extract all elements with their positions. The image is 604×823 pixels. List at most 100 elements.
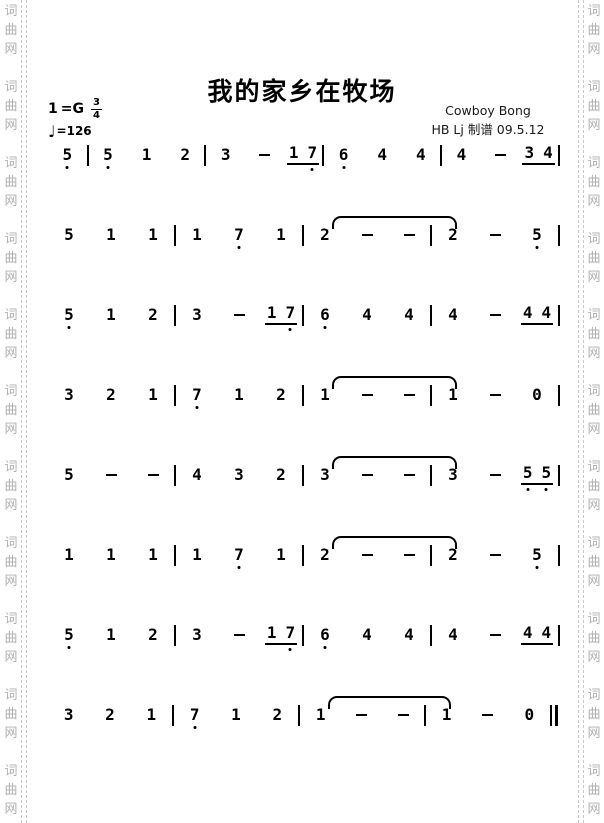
note-cell: 7 bbox=[218, 227, 260, 243]
transcriber-credit: HB Lj 制谱 09.5.12 bbox=[431, 122, 545, 137]
duration-dash-cell bbox=[474, 474, 516, 476]
tie-arc bbox=[332, 376, 457, 389]
note-digit: 6 bbox=[320, 625, 330, 644]
duration-dash bbox=[482, 714, 494, 716]
duration-dash-cell bbox=[388, 474, 430, 476]
duration-dash-cell bbox=[474, 634, 516, 636]
note-digit: 3 bbox=[234, 465, 244, 484]
note-digit: 5 bbox=[64, 225, 74, 244]
duration-dash bbox=[233, 314, 245, 316]
barline bbox=[430, 544, 432, 566]
duration-dash-cell bbox=[474, 234, 516, 236]
note-digit: 2 bbox=[448, 545, 458, 564]
note-digit: 4 bbox=[522, 623, 533, 642]
duration-dash bbox=[489, 634, 501, 636]
score-row: 3 2 1 7 1 2 1 1 0 bbox=[48, 694, 560, 736]
duration-dash-cell bbox=[346, 394, 388, 396]
duration-dash bbox=[489, 474, 501, 476]
note-cell: 4 bbox=[346, 627, 388, 643]
duration-dash bbox=[489, 234, 501, 236]
note-digit: 1 bbox=[64, 545, 74, 564]
barline bbox=[322, 144, 325, 166]
barline bbox=[430, 224, 432, 246]
duration-dash bbox=[361, 554, 373, 556]
note-digit: 4 bbox=[377, 145, 387, 164]
score-row: 3 2 1 7 1 2 1 1 0 bbox=[48, 374, 560, 416]
note-cell: 2 bbox=[432, 227, 474, 243]
note-digit: 7 bbox=[307, 143, 318, 162]
duration-dash-cell bbox=[90, 474, 132, 476]
tie-arc bbox=[332, 456, 457, 469]
note-digit: 1 bbox=[441, 705, 452, 724]
barline bbox=[302, 624, 304, 646]
duration-dash-cell bbox=[218, 314, 260, 316]
note-cell: 4 bbox=[401, 147, 440, 163]
barline bbox=[302, 304, 304, 326]
note-digit: 1 bbox=[192, 545, 202, 564]
note-digit: 2 bbox=[106, 385, 116, 404]
note-cell: 7 bbox=[176, 387, 218, 403]
note-digit: 1 bbox=[192, 225, 202, 244]
note-digit: 1 bbox=[234, 385, 244, 404]
duration-dash bbox=[361, 234, 373, 236]
barline bbox=[430, 384, 432, 406]
duration-dash bbox=[403, 394, 415, 396]
note-cell: 1 bbox=[132, 547, 174, 563]
note-digit: 1 bbox=[148, 225, 158, 244]
note-digit: 2 bbox=[320, 225, 330, 244]
note-digit: 3 bbox=[448, 465, 458, 484]
note-cell: 5 bbox=[48, 467, 90, 483]
left-dashed-border-outer bbox=[21, 0, 22, 823]
note-digit: 3 bbox=[320, 465, 330, 484]
note-cell: 2 bbox=[132, 307, 174, 323]
note-digit: 3 bbox=[192, 625, 202, 644]
tempo-marking: ♩ =126 bbox=[48, 123, 102, 140]
note-cell: 1 bbox=[260, 227, 302, 243]
right-dashed-border-inner bbox=[578, 0, 579, 823]
note-digit: 4 bbox=[415, 145, 426, 164]
rest-cell: 0 bbox=[509, 707, 550, 723]
note-cell: 5 bbox=[48, 227, 90, 243]
note-digit: 4 bbox=[456, 145, 467, 164]
note-digit: 1 bbox=[266, 623, 277, 642]
key-tonic: 1 bbox=[48, 101, 58, 117]
note-cell: 3 bbox=[432, 467, 474, 483]
barline bbox=[557, 144, 560, 166]
note-digit: 4 bbox=[448, 305, 458, 324]
note-cell: 1 bbox=[426, 707, 467, 723]
time-signature-denominator: 4 bbox=[92, 110, 100, 121]
note-digit: 5 bbox=[62, 145, 73, 164]
note-digit: 4 bbox=[192, 465, 202, 484]
note-cell: 4 bbox=[432, 307, 474, 323]
note-digit: 5 bbox=[532, 545, 542, 564]
duration-dash bbox=[147, 474, 159, 476]
note-digit: 1 bbox=[320, 385, 330, 404]
note-digit: 1 bbox=[141, 145, 152, 164]
duration-dash-cell bbox=[346, 554, 388, 556]
key-signature-block: 1 =G 3 4 ♩ =126 bbox=[48, 98, 102, 140]
barline bbox=[558, 464, 560, 486]
note-digit: 4 bbox=[541, 303, 552, 322]
note-cell: 2 bbox=[90, 387, 132, 403]
note-digit: 2 bbox=[148, 305, 158, 324]
barline bbox=[302, 464, 304, 486]
note-cell: 4 bbox=[176, 467, 218, 483]
page-title: 我的家乡在牧场 bbox=[207, 77, 397, 106]
barline bbox=[430, 304, 432, 326]
note-digit: 5 bbox=[541, 463, 552, 482]
barline bbox=[558, 544, 560, 566]
barline bbox=[174, 624, 176, 646]
duration-dash-cell bbox=[346, 234, 388, 236]
note-digit: 2 bbox=[276, 385, 286, 404]
barline bbox=[86, 144, 89, 166]
note-cell: 5 bbox=[516, 227, 558, 243]
barline bbox=[430, 464, 432, 486]
